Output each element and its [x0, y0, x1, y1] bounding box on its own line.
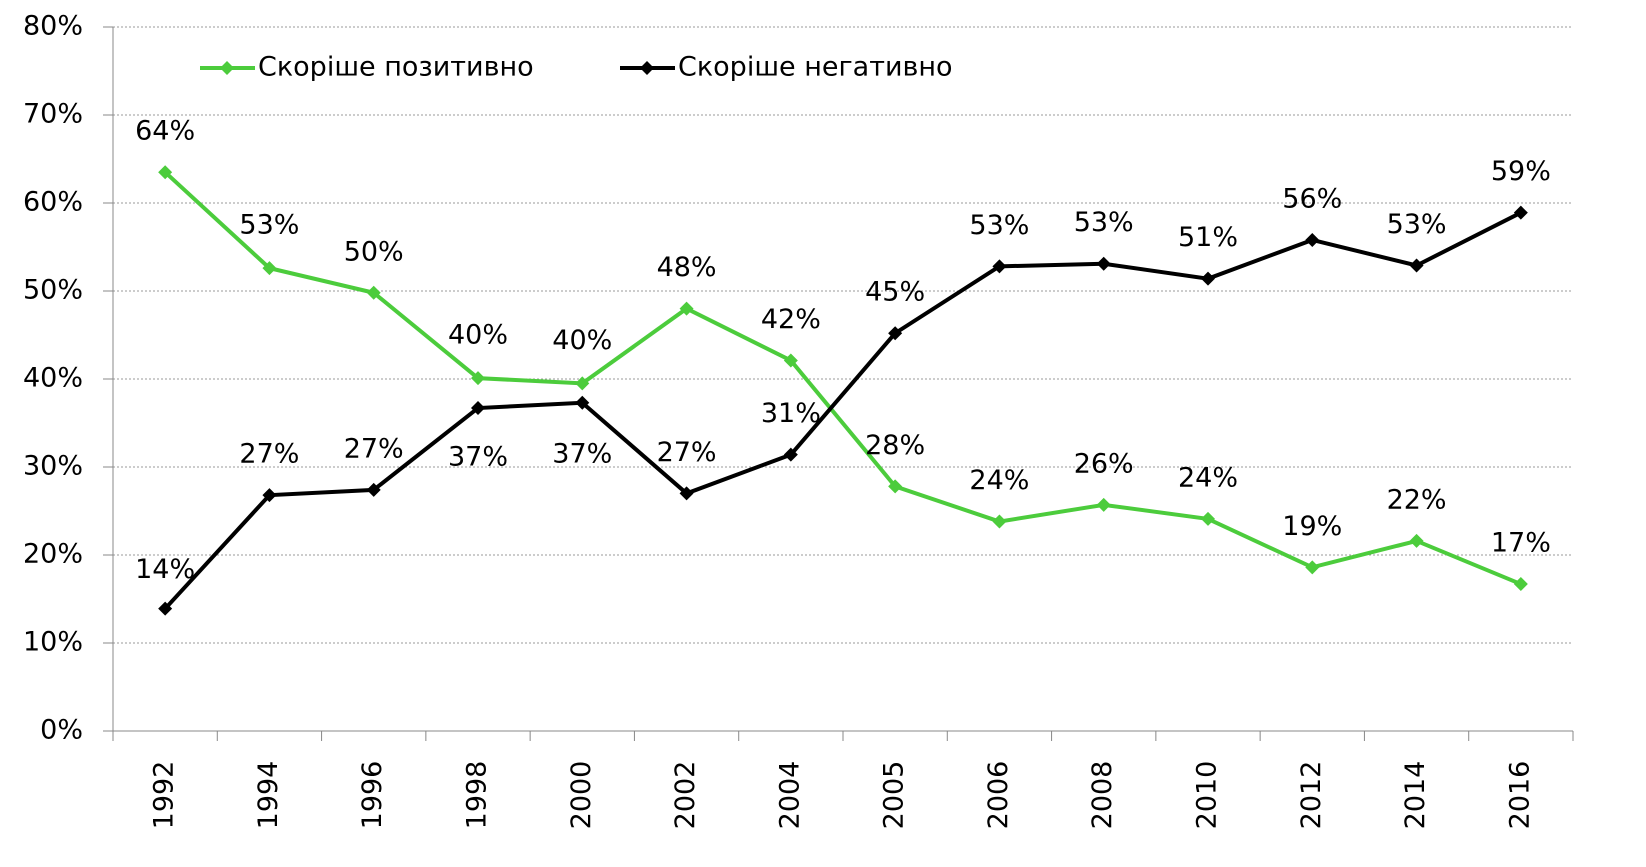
legend-label: Скоріше позитивно: [258, 52, 534, 83]
point: [575, 376, 590, 391]
y-tick-label: 40%: [23, 363, 83, 394]
y-tick-label: 20%: [23, 539, 83, 570]
data-label: 40%: [552, 325, 612, 356]
data-label: 19%: [1282, 511, 1342, 542]
data-label: 42%: [761, 304, 821, 335]
point: [262, 488, 277, 503]
legend-label: Скоріше негативно: [678, 52, 953, 83]
data-label: 37%: [552, 438, 612, 469]
point: [1305, 232, 1320, 247]
y-tick-label: 30%: [23, 451, 83, 482]
x-tick-label: 1998: [462, 761, 493, 830]
point: [1513, 205, 1528, 220]
point: [1305, 560, 1320, 575]
x-tick-label: 1994: [253, 761, 284, 830]
data-label: 37%: [448, 442, 508, 473]
point: [366, 285, 381, 300]
data-label: 17%: [1491, 528, 1551, 559]
point: [783, 447, 798, 462]
point: [1513, 577, 1528, 592]
x-tick-label: 2005: [879, 761, 910, 830]
x-tick-label: 2010: [1192, 761, 1223, 830]
x-tick-label: 2008: [1087, 761, 1118, 830]
point: [262, 261, 277, 276]
data-label: 50%: [344, 236, 404, 267]
data-label: 53%: [239, 210, 299, 241]
data-label: 22%: [1387, 484, 1447, 515]
data-label: 28%: [865, 430, 925, 461]
x-tick-label: 2016: [1504, 761, 1535, 830]
point: [1409, 533, 1424, 548]
point: [1201, 511, 1215, 526]
x-tick-label: 1996: [357, 761, 388, 830]
legend-marker: [640, 61, 654, 75]
data-label: 59%: [1491, 156, 1551, 187]
y-tick-label: 60%: [23, 187, 83, 218]
data-label: 24%: [969, 465, 1029, 496]
data-label: 51%: [1178, 222, 1238, 253]
data-label: 24%: [1178, 462, 1238, 493]
data-label: 64%: [135, 116, 195, 147]
point: [992, 259, 1007, 274]
point: [471, 371, 485, 386]
data-label: 27%: [657, 437, 717, 468]
point: [1096, 497, 1111, 512]
x-tick-label: 2014: [1400, 761, 1431, 830]
y-tick-label: 70%: [23, 99, 83, 130]
point: [158, 165, 173, 180]
point: [575, 395, 590, 410]
point: [992, 514, 1007, 529]
series-line: [163, 210, 1522, 611]
data-label: 14%: [135, 554, 195, 585]
point: [471, 401, 485, 416]
point: [783, 353, 798, 368]
data-label: 53%: [1074, 207, 1134, 238]
x-tick-label: 2012: [1296, 761, 1327, 830]
y-tick-label: 80%: [23, 11, 83, 42]
data-label: 53%: [969, 210, 1029, 241]
x-tick-label: 2000: [566, 761, 597, 830]
data-label: 56%: [1282, 183, 1342, 214]
point: [888, 326, 903, 341]
y-tick-label: 50%: [23, 275, 83, 306]
x-tick-label: 2002: [670, 761, 701, 830]
point: [888, 479, 903, 494]
y-tick-label: 0%: [40, 715, 83, 746]
data-label: 48%: [657, 252, 717, 283]
data-label: 53%: [1387, 209, 1447, 240]
legend-marker: [220, 61, 234, 75]
x-tick-label: 2004: [774, 761, 805, 830]
data-label: 45%: [865, 277, 925, 308]
x-tick-label: 1992: [149, 761, 180, 830]
point: [679, 301, 694, 316]
x-tick-label: 2006: [983, 761, 1014, 830]
point: [1409, 258, 1424, 273]
data-label: 27%: [239, 439, 299, 470]
point: [679, 486, 694, 501]
point: [1201, 271, 1215, 286]
data-label: 27%: [344, 433, 404, 464]
data-label: 40%: [448, 320, 508, 351]
series-line: [163, 170, 1522, 586]
point: [158, 601, 173, 616]
point: [1096, 256, 1111, 271]
y-tick-label: 10%: [23, 627, 83, 658]
data-label: 31%: [761, 398, 821, 429]
data-label: 26%: [1074, 448, 1134, 479]
point: [366, 482, 381, 497]
